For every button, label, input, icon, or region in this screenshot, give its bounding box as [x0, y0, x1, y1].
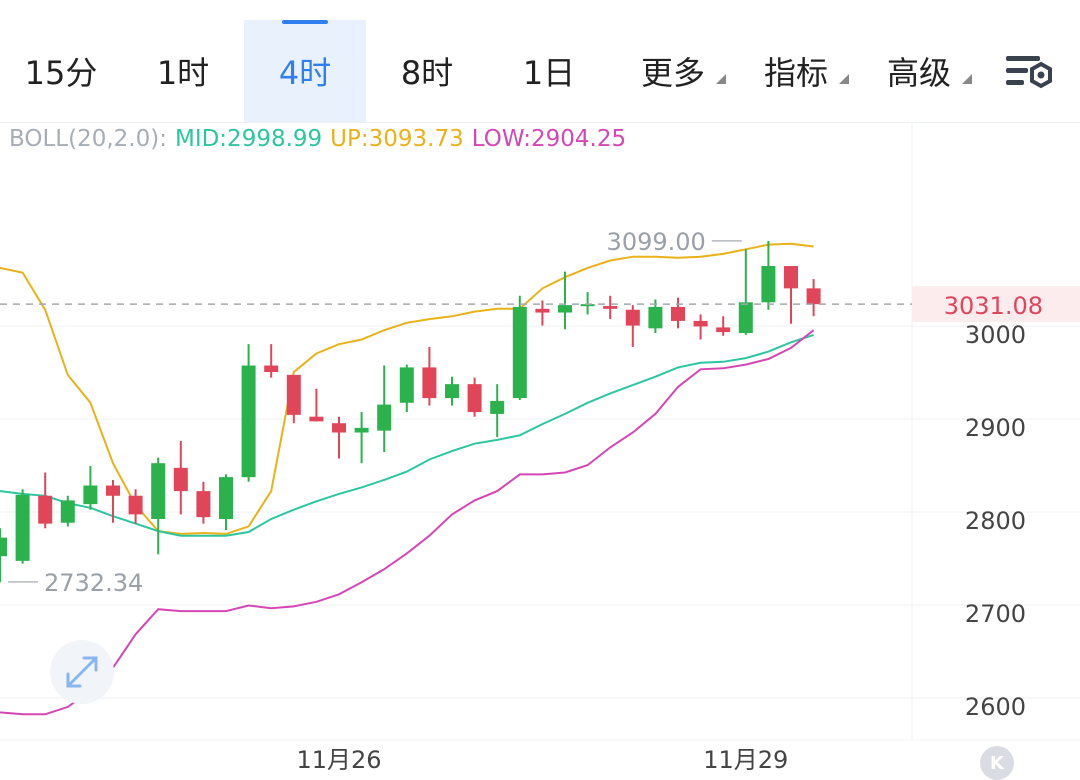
candle — [806, 279, 821, 317]
tab-label: 更多 — [640, 54, 705, 92]
tab-15min[interactable]: 15分 — [0, 20, 122, 122]
boll-low: LOW:2904.25 — [471, 126, 627, 152]
candle — [535, 300, 550, 326]
tab-4h[interactable]: 4时 — [244, 20, 366, 122]
candle — [196, 481, 211, 524]
tab-label: 1时 — [156, 54, 210, 92]
candle — [445, 376, 459, 406]
current-price-tag — [912, 286, 1080, 323]
low-annotation-label: 2732.34 — [44, 569, 143, 597]
candle — [467, 377, 482, 417]
x-tick-label: 11月26 — [296, 746, 381, 774]
candle — [580, 292, 595, 315]
x-tick-label: 11月29 — [703, 746, 788, 774]
candle — [354, 412, 369, 464]
high-annotation-label: 3099.00 — [607, 228, 706, 256]
candle — [399, 364, 414, 413]
candle — [106, 479, 120, 523]
y-tick-label: 2900 — [965, 414, 1026, 442]
candle — [173, 440, 188, 515]
y-tick-label: 2600 — [965, 693, 1026, 721]
tab-1d[interactable]: 1日 — [488, 20, 610, 122]
tab-more[interactable]: 更多 — [612, 20, 734, 122]
tab-label: 8时 — [400, 54, 454, 92]
collapse-button[interactable]: K — [980, 746, 1014, 780]
candle — [0, 528, 7, 583]
dropdown-arrow-icon — [962, 74, 972, 84]
candle — [286, 374, 301, 424]
candle — [128, 489, 143, 524]
tab-advanced[interactable]: 高级 — [858, 20, 980, 122]
candle — [784, 266, 798, 324]
dropdown-arrow-icon — [716, 74, 726, 84]
tab-label: 1日 — [522, 54, 576, 92]
candle — [490, 384, 505, 438]
expand-button[interactable] — [50, 640, 114, 704]
expand-icon — [66, 656, 98, 688]
tab-label: 15分 — [24, 54, 98, 92]
tab-1h[interactable]: 1时 — [122, 20, 244, 122]
boll-legend: BOLL(20,2.0): MID:2998.99 UP:3093.73 LOW:29… — [9, 126, 634, 152]
boll-lower-line — [0, 329, 815, 716]
boll-name: BOLL(20,2.0): — [9, 126, 167, 152]
boll-mid: MID:2998.99 — [174, 126, 323, 152]
candle — [716, 316, 731, 336]
candle — [693, 314, 708, 340]
candle — [332, 416, 346, 459]
candle — [422, 346, 437, 406]
tab-label: 指标 — [763, 54, 828, 92]
candle — [761, 240, 776, 310]
candle — [38, 472, 53, 529]
tab-label: 4时 — [278, 54, 332, 92]
y-tick-label: 2700 — [965, 600, 1026, 628]
boll-up: UP:3093.73 — [330, 126, 464, 152]
chart-settings-icon[interactable] — [1004, 52, 1056, 92]
candle — [377, 365, 392, 453]
candle — [83, 465, 98, 510]
timeframe-tabs: 15分 1时 4时 8时 1日 更多 指标 高级 — [0, 0, 1080, 123]
candle — [625, 305, 640, 347]
candle — [151, 457, 166, 555]
y-tick-label: 3000 — [965, 321, 1026, 349]
candle — [219, 474, 233, 531]
current-price-label: 3031.08 — [944, 292, 1043, 320]
candle — [15, 489, 30, 564]
dropdown-arrow-icon — [839, 74, 849, 84]
candle — [60, 495, 75, 527]
candle — [241, 344, 256, 482]
candle — [738, 249, 753, 335]
y-tick-label: 2800 — [965, 507, 1026, 535]
candle — [512, 295, 527, 400]
candle — [671, 297, 685, 329]
candle — [648, 299, 663, 333]
tab-8h[interactable]: 8时 — [366, 20, 488, 122]
candle — [264, 344, 279, 378]
candle — [603, 295, 618, 320]
tab-indicators[interactable]: 指标 — [735, 20, 857, 122]
candle — [309, 388, 324, 422]
candle — [558, 271, 572, 330]
tab-label: 高级 — [886, 54, 951, 92]
